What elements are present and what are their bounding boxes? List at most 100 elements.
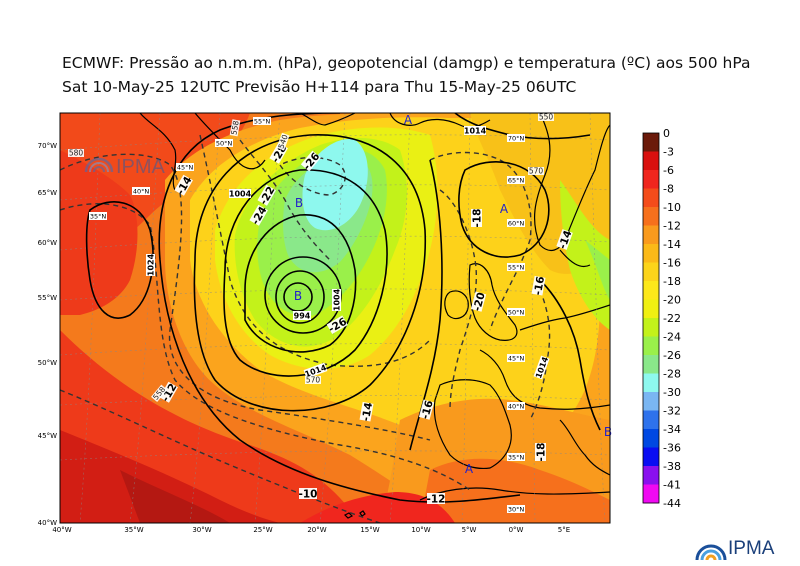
colorbar-swatch — [643, 373, 659, 393]
pressure-label: 1024 — [147, 253, 156, 276]
colorbar-label: -18 — [663, 275, 681, 288]
low-marker: B — [604, 425, 612, 439]
svg-text:25°W: 25°W — [253, 526, 272, 534]
svg-text:55°N: 55°N — [254, 118, 271, 126]
svg-text:60°N: 60°N — [508, 220, 525, 228]
colorbar-swatch — [643, 281, 659, 300]
colorbar-swatch — [643, 447, 659, 467]
colorbar-label: -28 — [663, 368, 681, 381]
temp-label: -18 — [472, 209, 484, 228]
colorbar-label: -3 — [663, 146, 674, 159]
svg-text:65°N: 65°N — [508, 177, 525, 185]
colorbar-swatch — [643, 188, 659, 208]
colorbar-label: -38 — [663, 460, 681, 473]
colorbar-label: -26 — [663, 349, 681, 362]
colorbar-swatch — [643, 133, 659, 152]
geopot-label: 550 — [539, 113, 554, 122]
svg-text:55°W: 55°W — [38, 294, 57, 302]
colorbar-label: -16 — [663, 257, 681, 270]
colorbar-label: -10 — [663, 201, 681, 214]
svg-text:45°W: 45°W — [38, 432, 57, 440]
colorbar-swatch — [643, 410, 659, 430]
svg-text:20°W: 20°W — [307, 526, 326, 534]
colorbar-swatch — [643, 355, 659, 374]
colorbar-swatch — [643, 336, 659, 356]
colorbar-label: -8 — [663, 183, 674, 196]
low-marker: B — [294, 289, 302, 303]
svg-text:0°W: 0°W — [509, 526, 524, 534]
inner-lat-labels: 55°N 50°N 45°N 40°N 35°N 70°N 65°N 60°N … — [89, 117, 525, 514]
ipma-logo-icon — [695, 544, 727, 561]
svg-text:30°N: 30°N — [508, 506, 525, 514]
svg-text:40°N: 40°N — [508, 403, 525, 411]
pressure-label: 994 — [294, 312, 311, 321]
svg-text:40°W: 40°W — [52, 526, 71, 534]
temp-label: -16 — [532, 276, 547, 297]
colorbar-swatch — [643, 466, 659, 485]
colorbar-label: -6 — [663, 164, 674, 177]
temp-label: -20 — [471, 291, 488, 312]
colorbar-label: -22 — [663, 312, 681, 325]
chart-subtitle: Sat 10-May-25 12UTC Previsão H+114 para … — [62, 78, 577, 96]
geopot-label: 570 — [529, 167, 544, 176]
svg-text:IPMA: IPMA — [116, 156, 166, 178]
pressure-labels: 1004 1024 994 1004 1014 1014 1014 — [146, 126, 550, 380]
geopot-label: 558 — [229, 120, 240, 136]
colorbar-swatch — [643, 299, 659, 319]
colorbar-label: -41 — [663, 479, 681, 492]
ipma-logo: IPMA — [694, 538, 794, 562]
svg-text:70°W: 70°W — [38, 142, 57, 150]
geopot-label: 570 — [306, 376, 321, 385]
svg-text:35°W: 35°W — [124, 526, 143, 534]
pressure-label: 1014 — [464, 127, 487, 136]
geopotential-contours — [60, 134, 551, 523]
svg-text:55°N: 55°N — [508, 264, 525, 272]
svg-text:50°N: 50°N — [508, 309, 525, 317]
svg-text:10°W: 10°W — [411, 526, 430, 534]
colorbar-swatch — [643, 244, 659, 263]
colorbar-label: -20 — [663, 294, 681, 307]
colorbar-label: -36 — [663, 442, 681, 455]
temp-label: -18 — [536, 443, 548, 462]
colorbar-swatch — [643, 318, 659, 337]
temp-label: -12 — [427, 494, 446, 506]
colorbar-swatch — [643, 262, 659, 282]
coastlines — [139, 113, 610, 519]
colorbar-label: -44 — [663, 497, 681, 510]
colorbar-label: -14 — [663, 238, 681, 251]
svg-text:40°W: 40°W — [38, 519, 57, 527]
pressure-centres: A A A B B B — [294, 113, 612, 476]
colorbar-label: -30 — [663, 386, 681, 399]
colorbar-swatch — [643, 392, 659, 411]
svg-text:40°N: 40°N — [133, 188, 150, 196]
svg-text:45°N: 45°N — [177, 164, 194, 172]
pressure-label: 1004 — [229, 190, 252, 199]
chart-title: ECMWF: Pressão ao n.m.m. (hPa), geopoten… — [62, 54, 751, 72]
high-marker: A — [404, 113, 413, 127]
colorbar-label: -24 — [663, 331, 681, 344]
bottom-axis-labels: 40°W 35°W 30°W 25°W 20°W 15°W 10°W 5°W 0… — [52, 526, 570, 534]
colorbar-label: -12 — [663, 220, 681, 233]
svg-text:5°E: 5°E — [558, 526, 570, 534]
colorbar-swatch — [643, 207, 659, 226]
left-axis-labels: 70°W 65°W 60°W 55°W 50°W 45°W 40°W — [38, 142, 57, 527]
colorbar-swatch — [643, 170, 659, 189]
svg-text:50°W: 50°W — [38, 359, 57, 367]
svg-text:60°W: 60°W — [38, 239, 57, 247]
high-marker: A — [465, 462, 474, 476]
colorbar-swatch — [643, 484, 659, 504]
colorbar-swatch — [643, 151, 659, 171]
svg-text:5°W: 5°W — [462, 526, 477, 534]
colorbar-frame — [642, 132, 660, 504]
low-marker: B — [295, 196, 303, 210]
svg-text:35°N: 35°N — [508, 454, 525, 462]
svg-text:65°W: 65°W — [38, 189, 57, 197]
temp-label: -10 — [299, 489, 318, 501]
svg-text:15°W: 15°W — [360, 526, 379, 534]
colorbar: 0 -3 -6 -8 -10 -12 -14 -16 -18 -20 -22 -24 -26 -28 -30… — [642, 127, 681, 510]
svg-text:70°N: 70°N — [508, 135, 525, 143]
svg-text:30°W: 30°W — [192, 526, 211, 534]
svg-text:35°N: 35°N — [90, 213, 107, 221]
colorbar-label: -34 — [663, 423, 681, 436]
